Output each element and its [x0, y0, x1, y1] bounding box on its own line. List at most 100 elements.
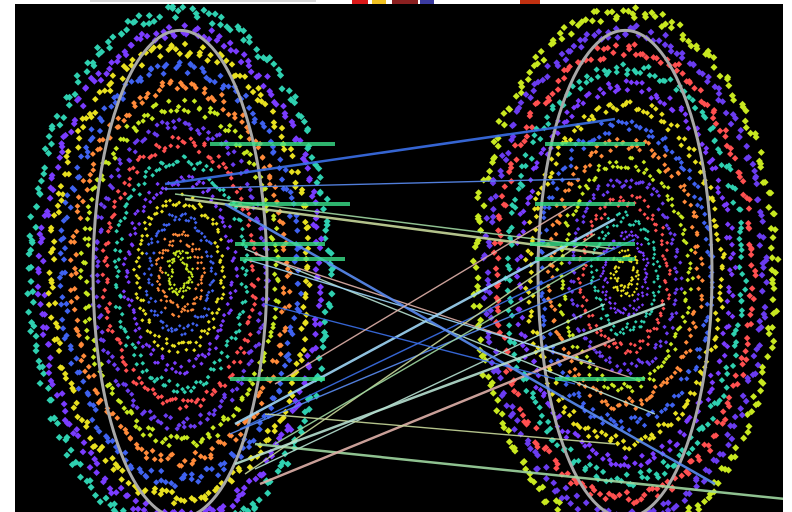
right-disk-dot: [484, 334, 492, 341]
right-disk-dot: [606, 130, 612, 137]
right-disk-dot: [635, 246, 640, 251]
left-disk-dot: [141, 112, 148, 119]
right-disk-dot: [541, 322, 547, 328]
left-disk-dot: [226, 364, 232, 370]
left-disk-dot: [252, 475, 260, 483]
right-disk-dot: [489, 213, 497, 221]
left-disk-dot: [164, 203, 169, 208]
right-disk-dot: [632, 343, 637, 348]
left-disk-dot: [160, 70, 167, 77]
left-disk-dot: [82, 144, 90, 151]
right-disk-dot: [665, 240, 670, 245]
right-disk-dot: [571, 391, 577, 397]
left-disk-dot: [131, 18, 139, 26]
left-disk-dot: [175, 350, 180, 355]
left-disk-dot: [209, 254, 214, 259]
left-disk-dot: [156, 144, 162, 150]
right-disk-dot: [617, 266, 621, 270]
right-disk-dot: [610, 197, 616, 202]
left-disk-dot: [84, 335, 91, 341]
left-disk-dot: [272, 286, 278, 292]
right-disk-dot: [743, 411, 752, 419]
left-disk-dot: [118, 476, 125, 483]
right-disk-dot: [676, 155, 682, 162]
left-disk-dot: [280, 220, 286, 227]
left-disk-dot: [211, 487, 219, 494]
right-disk-dot: [516, 406, 524, 413]
right-disk-dot: [627, 294, 631, 298]
left-disk-dot: [174, 433, 180, 440]
right-disk-dot: [522, 162, 529, 170]
left-disk-dot: [159, 487, 166, 494]
right-disk-dot: [723, 384, 730, 391]
left-disk-dot: [140, 118, 146, 124]
right-disk-dot: [737, 253, 745, 261]
left-disk-dot: [155, 240, 160, 244]
left-disk-dot: [198, 343, 203, 348]
left-disk-dot: [162, 436, 169, 442]
right-disk-dot: [530, 329, 536, 335]
right-disk-dot: [645, 328, 650, 333]
left-disk-dot: [235, 273, 240, 279]
right-disk-dot: [679, 70, 686, 77]
left-disk-dot: [74, 208, 81, 215]
left-disk-dot: [74, 164, 81, 171]
left-disk-dot: [302, 278, 310, 285]
left-disk-dot: [57, 182, 65, 190]
right-disk-dot: [536, 419, 543, 426]
left-disk-dot: [327, 270, 335, 279]
left-disk-dot: [276, 342, 283, 349]
right-disk-dot: [675, 416, 682, 422]
right-disk-dot: [562, 56, 570, 64]
right-disk-dot: [590, 406, 596, 413]
right-disk-dot: [557, 302, 563, 308]
left-disk-dot: [167, 279, 171, 283]
left-disk-dot: [82, 84, 90, 91]
right-disk-dot: [665, 348, 671, 354]
right-disk-dot: [670, 237, 675, 242]
left-disk-dot: [270, 216, 277, 223]
right-disk-dot: [567, 30, 575, 38]
left-disk-dot: [39, 363, 47, 371]
right-disk-dot: [567, 500, 574, 507]
left-disk-dot: [294, 305, 301, 313]
left-disk-dot: [157, 53, 164, 60]
right-disk-dot: [527, 219, 533, 225]
right-disk-dot: [747, 311, 754, 319]
left-disk-dot: [186, 256, 190, 260]
visualization-canvas[interactable]: [15, 4, 783, 512]
left-disk-dot: [278, 309, 285, 315]
right-disk-dot: [594, 73, 602, 81]
right-disk-dot: [602, 236, 606, 241]
left-disk-dot: [179, 340, 184, 345]
left-disk-dot: [122, 180, 128, 186]
left-disk-dot: [128, 232, 133, 238]
right-disk-dot: [622, 454, 629, 461]
right-disk-dot: [639, 80, 645, 86]
left-disk-dot: [57, 282, 64, 290]
left-disk-dot: [87, 449, 95, 457]
left-disk-dot: [328, 266, 336, 274]
left-disk-dot: [306, 281, 313, 289]
right-disk-dot: [666, 296, 671, 301]
left-disk-dot: [214, 310, 220, 316]
right-disk-dot: [623, 210, 628, 214]
left-disk-dot: [286, 212, 294, 220]
right-disk-dot: [658, 408, 665, 415]
left-disk-dot: [230, 258, 235, 264]
right-disk-dot: [738, 298, 745, 305]
left-disk-dot: [88, 126, 95, 133]
left-disk-dot: [284, 273, 291, 280]
left-disk-dot: [214, 335, 219, 341]
left-disk-dot: [154, 262, 159, 266]
right-disk-dot: [764, 353, 772, 361]
left-disk-dot: [288, 168, 296, 176]
right-disk-dot: [495, 254, 502, 262]
left-disk-dot: [93, 469, 100, 476]
left-disk-dot: [273, 225, 280, 232]
left-disk-dot: [78, 250, 84, 256]
left-disk-dot: [291, 99, 299, 107]
left-disk-dot: [152, 339, 157, 344]
right-disk-dot: [689, 445, 696, 453]
left-disk-dot: [68, 298, 75, 305]
